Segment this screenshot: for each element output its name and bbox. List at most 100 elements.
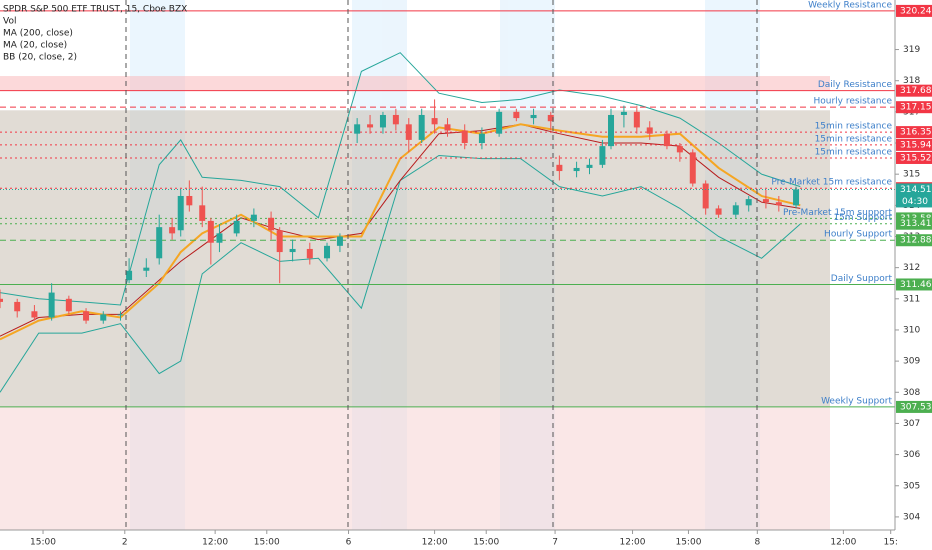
price-label: 311.46: [900, 280, 932, 290]
level-label: Pre-Market 15m resistance: [771, 178, 892, 188]
candle: [392, 108, 399, 131]
candle: [461, 124, 468, 150]
candle-body: [276, 230, 283, 253]
candle-body: [14, 301, 21, 312]
candle-body: [392, 114, 399, 125]
candle: [478, 127, 485, 150]
candle: [83, 308, 90, 324]
price-zone: [0, 76, 830, 91]
x-tick-label: 8: [754, 538, 760, 548]
candle: [513, 108, 520, 122]
candle: [324, 242, 331, 262]
candle-body: [233, 220, 240, 234]
candle-body: [676, 146, 683, 153]
candle-body: [100, 314, 107, 321]
candle-body: [431, 118, 438, 125]
candle-body: [199, 205, 206, 221]
candle-body: [478, 133, 485, 144]
candle: [702, 180, 709, 215]
indicator-line: [0, 123, 801, 341]
candle: [367, 114, 374, 134]
candle: [745, 195, 752, 212]
candle: [117, 311, 124, 321]
y-tick-label: 315: [903, 170, 920, 180]
price-label: 313.41: [900, 219, 932, 229]
candle: [530, 108, 537, 125]
candle: [586, 158, 593, 175]
level-label: Pre-Market 15m support: [783, 208, 892, 218]
candle: [793, 186, 800, 209]
last-price-bg: [896, 183, 932, 208]
candle-body: [444, 124, 451, 131]
candle-body: [405, 124, 412, 140]
y-tick-label: 304: [903, 512, 920, 522]
chart-title: SPDR S&P 500 ETF TRUST, 15, Cboe BZX: [3, 5, 187, 15]
candle: [207, 217, 214, 265]
price-label: 312.88: [900, 236, 932, 246]
y-tick-label: 309: [903, 357, 920, 367]
price-label: 317.15: [900, 103, 932, 113]
candle-body: [65, 298, 72, 312]
candle-body: [336, 236, 343, 246]
plot: [0, 10, 895, 530]
indicator-line: [0, 52, 801, 306]
candle: [405, 118, 412, 153]
x-tick-label: 15:: [883, 538, 897, 548]
candle: [126, 258, 133, 284]
candle-body: [306, 248, 313, 259]
x-tick-label: 7: [552, 538, 558, 548]
candle-body: [556, 164, 563, 172]
y-tick-label: 307: [903, 419, 920, 429]
x-tick-label: 15:00: [473, 538, 499, 548]
level-label: 15min resistance: [815, 147, 893, 157]
candle: [431, 99, 438, 134]
candle: [646, 121, 653, 140]
candle-body: [573, 167, 580, 172]
candle: [100, 311, 107, 324]
candle: [216, 224, 223, 253]
last-price-label: 314.51: [900, 185, 932, 195]
x-tick-label: 15:00: [30, 538, 56, 548]
candle: [14, 298, 21, 318]
indicator-label: BB (20, close, 2): [3, 53, 77, 63]
indicator-line: [0, 154, 801, 393]
y-tick-label: 310: [903, 325, 920, 335]
candle-body: [633, 111, 640, 128]
candle-body: [599, 146, 606, 165]
candle-body: [177, 195, 184, 231]
candle: [306, 242, 313, 265]
candle: [608, 108, 615, 150]
candle: [65, 295, 72, 315]
price-label-bg: [896, 4, 932, 17]
candle: [620, 105, 627, 128]
candle: [268, 211, 275, 240]
candle-body: [354, 124, 361, 134]
candle: [599, 139, 606, 168]
candle-body: [646, 127, 653, 134]
x-tick-label: 12:00: [620, 538, 646, 548]
candle: [663, 130, 670, 150]
price-zone: [0, 110, 830, 407]
candle-body: [608, 114, 615, 147]
candle-body: [586, 164, 593, 168]
header: SPDR S&P 500 ETF TRUST, 15, Cboe BZX Vol…: [3, 5, 187, 63]
x-tick-label: 12:00: [830, 538, 856, 548]
candle: [556, 155, 563, 181]
candle: [689, 149, 696, 187]
candle: [573, 161, 580, 178]
candle-body: [496, 111, 503, 134]
level-label: Hourly resistance: [813, 97, 892, 107]
candle-body: [126, 270, 133, 281]
indicator-label: Vol: [3, 17, 16, 27]
candle-body: [689, 152, 696, 184]
candle: [143, 258, 150, 277]
candle: [547, 111, 554, 131]
x-tick-label: 15:00: [675, 538, 701, 548]
price-label: 320.24: [900, 6, 932, 16]
level-label: Weekly Resistance: [808, 0, 892, 10]
candle: [0, 289, 3, 309]
price-label-bg: [896, 101, 932, 114]
candle: [250, 208, 257, 228]
candle: [732, 202, 739, 218]
price-label-bg: [896, 217, 932, 230]
